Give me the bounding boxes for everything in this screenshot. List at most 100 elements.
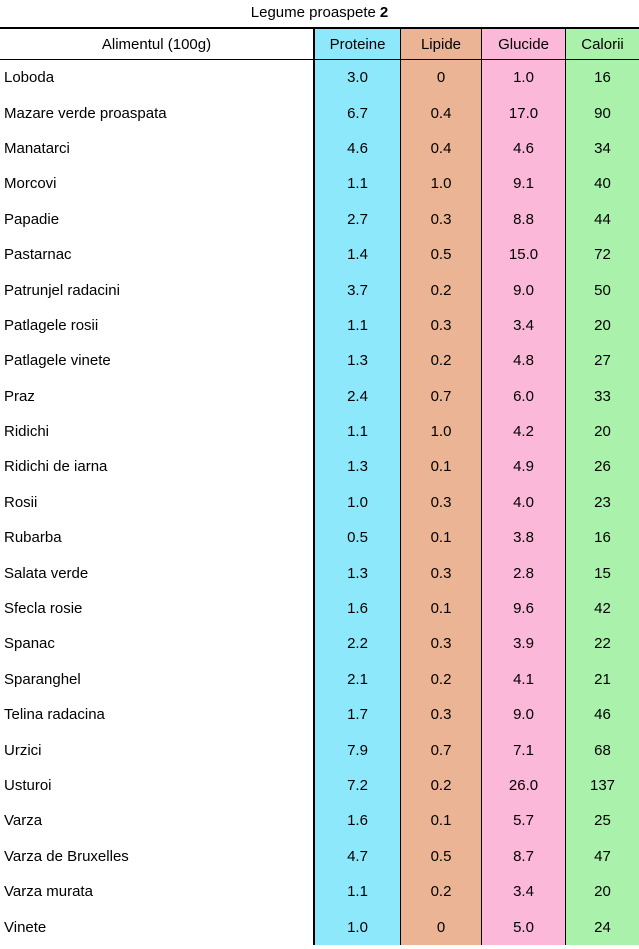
table-row: Telina radacina 1.7 0.3 9.0 46 (0, 697, 639, 733)
cell-protein: 1.0 (313, 909, 400, 945)
cell-protein: 1.7 (313, 697, 400, 733)
cell-glucide: 4.2 (481, 413, 565, 450)
cell-lipid: 0 (400, 909, 481, 945)
table-row: Ridichi 1.1 1.0 4.2 20 (0, 413, 639, 450)
cell-glucide: 15.0 (481, 236, 565, 273)
cell-name: Varza de Bruxelles (4, 847, 129, 865)
cell-calorii: 21 (565, 661, 639, 698)
cell-glucide: 3.4 (481, 873, 565, 910)
table-row: Patlagele vinete 1.3 0.2 4.8 27 (0, 343, 639, 379)
cell-protein: 3.7 (313, 272, 400, 308)
table-row: Ridichi de iarna 1.3 0.1 4.9 26 (0, 449, 639, 485)
cell-name: Patlagele rosii (4, 316, 99, 334)
cell-protein: 1.3 (313, 555, 400, 591)
cell-lipid: 0.4 (400, 130, 481, 167)
cell-lipid: 0.3 (400, 697, 481, 733)
cell-protein: 0.5 (313, 520, 400, 556)
cell-lipid: 0.2 (400, 272, 481, 308)
cell-name: Spanac (4, 635, 55, 653)
table-row: Varza murata 1.1 0.2 3.4 20 (0, 873, 639, 910)
cell-lipid: 0.3 (400, 555, 481, 591)
cell-name: Ridichi (4, 423, 50, 441)
cell-glucide: 1.0 (481, 60, 565, 96)
table-header-row: Alimentul (100g) Proteine Lipide Glucide… (0, 29, 639, 60)
cell-lipid: 0.3 (400, 484, 481, 521)
table-row: Varza de Bruxelles 4.7 0.5 8.7 47 (0, 838, 639, 874)
cell-glucide: 6.0 (481, 378, 565, 414)
cell-protein: 1.6 (313, 803, 400, 839)
cell-name: Papadie (4, 210, 60, 228)
cell-calorii: 20 (565, 873, 639, 910)
cell-glucide: 3.4 (481, 307, 565, 344)
cell-name: Praz (4, 387, 35, 405)
cell-glucide: 4.6 (481, 130, 565, 167)
cell-protein: 2.1 (313, 661, 400, 698)
cell-lipid: 0.7 (400, 732, 481, 768)
table-title-bar: Legume proaspete 2 (0, 0, 639, 27)
cell-glucide: 26.0 (481, 767, 565, 804)
cell-name: Mazare verde proaspata (4, 104, 167, 122)
cell-calorii: 25 (565, 803, 639, 839)
cell-calorii: 23 (565, 484, 639, 521)
cell-calorii: 27 (565, 343, 639, 379)
cell-name: Varza (4, 812, 43, 830)
cell-calorii: 40 (565, 166, 639, 202)
header-protein: Proteine (313, 29, 400, 59)
cell-calorii: 42 (565, 590, 639, 627)
cell-lipid: 1.0 (400, 166, 481, 202)
cell-lipid: 0.1 (400, 590, 481, 627)
cell-protein: 1.1 (313, 307, 400, 344)
nutrition-table: Alimentul (100g) Proteine Lipide Glucide… (0, 27, 639, 949)
table-row: Varza 1.6 0.1 5.7 25 (0, 803, 639, 839)
cell-calorii: 72 (565, 236, 639, 273)
table-row: Manatarci 4.6 0.4 4.6 34 (0, 130, 639, 167)
page-number: 2 (379, 4, 389, 21)
cell-glucide: 9.0 (481, 272, 565, 308)
cell-protein: 1.1 (313, 873, 400, 910)
cell-protein: 4.7 (313, 838, 400, 874)
cell-name: Telina radacina (4, 706, 105, 724)
cell-glucide: 3.8 (481, 520, 565, 556)
cell-lipid: 0.7 (400, 378, 481, 414)
table-row: Papadie 2.7 0.3 8.8 44 (0, 201, 639, 237)
header-calorii: Calorii (565, 29, 639, 59)
cell-lipid: 0.2 (400, 767, 481, 804)
cell-protein: 2.7 (313, 201, 400, 237)
table-row: Patrunjel radacini 3.7 0.2 9.0 50 (0, 272, 639, 308)
cell-lipid: 0.1 (400, 803, 481, 839)
header-glucide: Glucide (481, 29, 565, 59)
table-body: Loboda 3.0 0 1.0 16 Mazare verde proaspata 6.7… (0, 60, 639, 945)
cell-lipid: 0.2 (400, 343, 481, 379)
table-row: Rosii 1.0 0.3 4.0 23 (0, 484, 639, 521)
cell-protein: 2.4 (313, 378, 400, 414)
cell-calorii: 20 (565, 413, 639, 450)
cell-calorii: 137 (565, 767, 639, 804)
cell-calorii: 24 (565, 909, 639, 945)
cell-calorii: 16 (565, 60, 639, 96)
cell-glucide: 4.8 (481, 343, 565, 379)
cell-name: Salata verde (4, 564, 89, 582)
cell-calorii: 33 (565, 378, 639, 414)
cell-glucide: 8.8 (481, 201, 565, 237)
table-row: Mazare verde proaspata 6.7 0.4 17.0 90 (0, 95, 639, 131)
cell-name: Rosii (4, 493, 38, 511)
cell-glucide: 5.0 (481, 909, 565, 945)
cell-glucide: 17.0 (481, 95, 565, 131)
cell-lipid: 0.2 (400, 873, 481, 910)
header-lipid: Lipide (400, 29, 481, 59)
cell-lipid: 0.5 (400, 236, 481, 273)
cell-glucide: 2.8 (481, 555, 565, 591)
cell-name: Sfecla rosie (4, 600, 83, 618)
cell-glucide: 3.9 (481, 626, 565, 662)
cell-protein: 1.6 (313, 590, 400, 627)
cell-name: Urzici (4, 741, 42, 759)
cell-name: Morcovi (4, 175, 57, 193)
cell-protein: 2.2 (313, 626, 400, 662)
cell-calorii: 20 (565, 307, 639, 344)
cell-name: Usturoi (4, 777, 52, 794)
cell-calorii: 34 (565, 130, 639, 167)
cell-glucide: 4.9 (481, 449, 565, 485)
table-row: Praz 2.4 0.7 6.0 33 (0, 378, 639, 414)
cell-name: Rubarba (4, 529, 62, 547)
cell-calorii: 68 (565, 732, 639, 768)
